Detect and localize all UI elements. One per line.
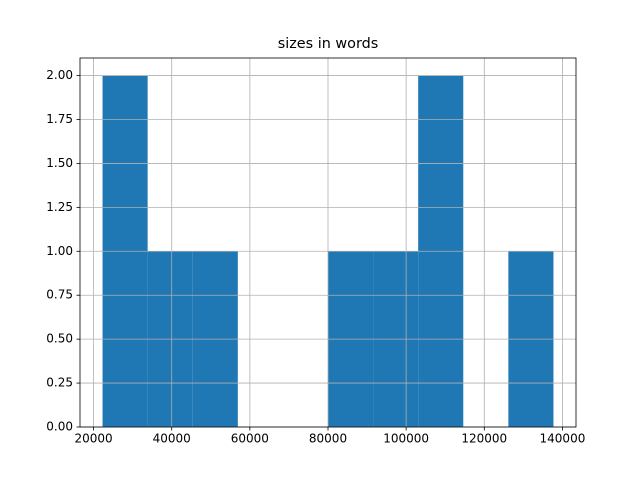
- y-tick-label: 0.25: [46, 376, 73, 390]
- x-tick-label: 40000: [153, 432, 191, 446]
- y-tick-label: 0.75: [46, 288, 73, 302]
- x-tick-label: 120000: [461, 432, 507, 446]
- y-tick-label: 1.75: [46, 112, 73, 126]
- x-tick-label: 80000: [309, 432, 347, 446]
- chart-title: sizes in words: [278, 36, 379, 52]
- x-tick-label: 140000: [540, 432, 586, 446]
- y-tick-label: 1.50: [46, 156, 73, 170]
- y-tick-label: 0.50: [46, 332, 73, 346]
- y-tick-label: 0.00: [46, 420, 73, 434]
- axes-frame: [79, 57, 577, 428]
- y-tick-label: 1.25: [46, 200, 73, 214]
- x-tick-label: 60000: [231, 432, 269, 446]
- y-tick-label: 1.00: [46, 244, 73, 258]
- y-tick-label: 2.00: [46, 68, 73, 82]
- x-tick-label: 20000: [74, 432, 112, 446]
- x-tick-label: 100000: [383, 432, 429, 446]
- plot-area: 0.00 0.25 0.50 0.75 1.00 1.25 1.50 1.75 2.00 2000…: [46, 58, 585, 446]
